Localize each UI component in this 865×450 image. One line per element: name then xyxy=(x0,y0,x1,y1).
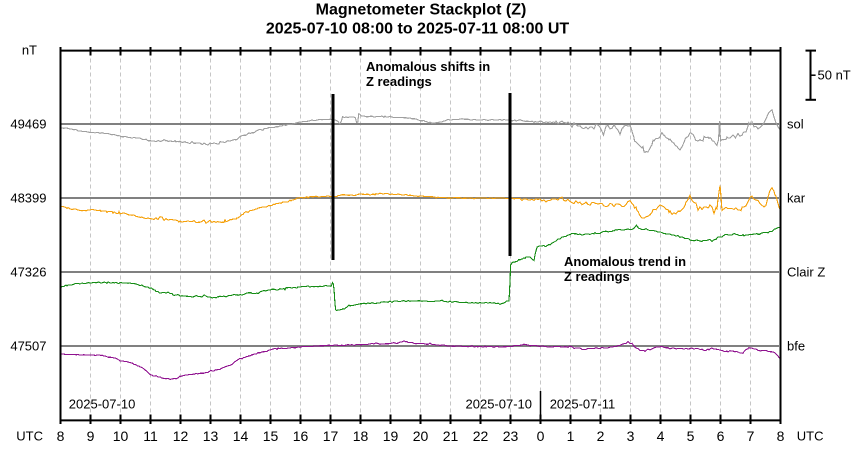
svg-text:2025-07-10 08:00 to 2025-07-11: 2025-07-10 08:00 to 2025-07-11 08:00 UT xyxy=(266,21,570,38)
svg-text:6: 6 xyxy=(717,428,725,444)
svg-text:14: 14 xyxy=(233,428,249,444)
svg-text:15: 15 xyxy=(263,428,279,444)
svg-text:0: 0 xyxy=(537,428,545,444)
svg-text:48399: 48399 xyxy=(10,191,46,206)
svg-text:12: 12 xyxy=(173,428,189,444)
svg-text:21: 21 xyxy=(443,428,459,444)
svg-text:19: 19 xyxy=(383,428,399,444)
svg-text:Anomalous shifts in: Anomalous shifts in xyxy=(366,59,490,74)
svg-text:5: 5 xyxy=(687,428,695,444)
svg-text:11: 11 xyxy=(143,428,158,444)
svg-text:9: 9 xyxy=(87,428,95,444)
svg-text:nT: nT xyxy=(22,43,37,58)
svg-text:bfe: bfe xyxy=(787,339,805,354)
svg-text:Clair Z: Clair Z xyxy=(787,265,825,280)
svg-text:47326: 47326 xyxy=(10,265,46,280)
svg-text:49469: 49469 xyxy=(10,117,46,132)
svg-text:8: 8 xyxy=(777,428,785,444)
svg-text:kar: kar xyxy=(787,191,806,206)
svg-text:4: 4 xyxy=(657,428,665,444)
svg-text:50 nT: 50 nT xyxy=(818,68,851,83)
svg-text:3: 3 xyxy=(627,428,635,444)
svg-text:7: 7 xyxy=(747,428,755,444)
svg-text:23: 23 xyxy=(503,428,519,444)
svg-text:UTC: UTC xyxy=(16,428,43,443)
svg-text:Z readings: Z readings xyxy=(564,269,630,284)
svg-text:8: 8 xyxy=(57,428,65,444)
svg-text:17: 17 xyxy=(323,428,339,444)
svg-text:22: 22 xyxy=(473,428,489,444)
svg-text:13: 13 xyxy=(203,428,219,444)
svg-text:Z readings: Z readings xyxy=(366,74,432,89)
svg-text:Anomalous trend in: Anomalous trend in xyxy=(564,254,686,269)
svg-text:20: 20 xyxy=(413,428,429,444)
svg-text:18: 18 xyxy=(353,428,369,444)
svg-text:47507: 47507 xyxy=(10,339,46,354)
svg-text:sol: sol xyxy=(787,117,804,132)
svg-text:1: 1 xyxy=(567,428,575,444)
svg-text:2025-07-10: 2025-07-10 xyxy=(69,397,136,412)
svg-text:2025-07-10: 2025-07-10 xyxy=(466,397,533,412)
svg-text:Magnetometer Stackplot (Z): Magnetometer Stackplot (Z) xyxy=(316,2,527,19)
svg-text:2025-07-11: 2025-07-11 xyxy=(550,397,616,412)
svg-text:16: 16 xyxy=(293,428,309,444)
svg-text:2: 2 xyxy=(597,428,605,444)
svg-text:10: 10 xyxy=(113,428,129,444)
svg-text:UTC: UTC xyxy=(797,428,824,443)
